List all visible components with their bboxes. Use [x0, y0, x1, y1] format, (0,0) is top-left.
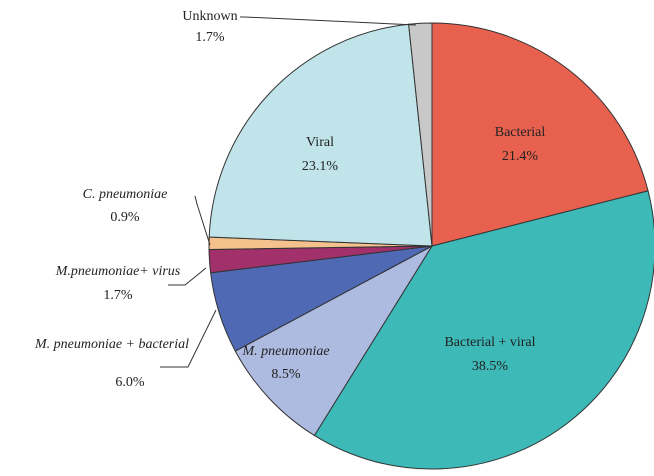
leader-line — [194, 195, 211, 246]
pie — [208, 22, 654, 470]
value-label: 8.5% — [271, 367, 301, 382]
pie-slice — [313, 190, 654, 470]
slice-label: Unknown — [182, 9, 237, 24]
value-label: 21.4% — [502, 149, 539, 164]
pie-slice — [208, 23, 433, 247]
slice-label: M.pneumoniae+ virus — [55, 264, 181, 279]
labels: Bacterial 21.4% Bacterial + viral 38.5% M. p… — [34, 9, 545, 390]
value-label: 6.0% — [115, 375, 145, 390]
slice-label: C. pneumoniae — [83, 187, 168, 202]
slice-label: M. pneumoniae + bacterial — [34, 337, 189, 352]
leader-line — [240, 16, 417, 26]
slice-label: Viral — [306, 135, 334, 150]
leader-line — [160, 309, 217, 368]
slice-label: Bacterial — [495, 125, 546, 140]
slice-label: M. pneumoniae — [241, 344, 329, 359]
value-label: 38.5% — [472, 359, 509, 374]
value-label: 1.7% — [195, 30, 225, 45]
value-label: 23.1% — [302, 159, 339, 174]
pie-slice — [234, 244, 434, 437]
value-label: 1.7% — [103, 288, 133, 303]
pie-slice — [431, 22, 649, 247]
leader-line — [168, 267, 207, 286]
slice-label: Bacterial + viral — [444, 335, 535, 350]
value-label: 0.9% — [110, 210, 140, 225]
